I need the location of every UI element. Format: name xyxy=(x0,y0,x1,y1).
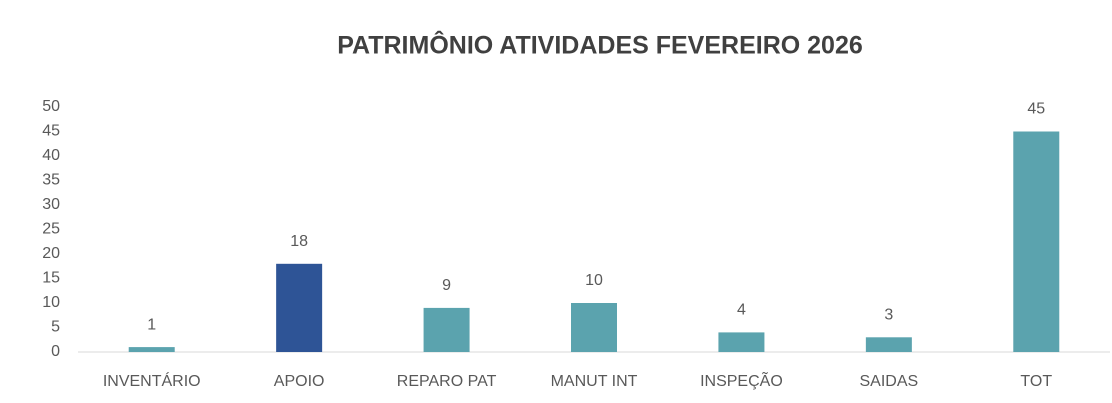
y-tick-label: 15 xyxy=(42,270,60,287)
data-label: 10 xyxy=(585,272,603,289)
data-label: 18 xyxy=(290,233,308,250)
bar xyxy=(865,337,912,352)
bar xyxy=(128,347,175,352)
chart-title: PATRIMÔNIO ATIVIDADES FEVEREIRO 2026 xyxy=(337,30,863,60)
data-label: 3 xyxy=(884,307,893,324)
y-tick-label: 0 xyxy=(51,343,60,360)
y-tick-label: 40 xyxy=(42,147,60,164)
y-tick-label: 20 xyxy=(42,245,60,262)
x-tick-label: SAIDAS xyxy=(860,373,919,390)
y-tick-label: 30 xyxy=(42,196,60,213)
x-tick-label: TOT xyxy=(1020,373,1052,390)
y-tick-label: 5 xyxy=(51,319,60,336)
y-tick-label: 45 xyxy=(42,123,60,140)
bar xyxy=(423,307,470,352)
data-label: 4 xyxy=(737,302,746,319)
x-tick-label: MANUT INT xyxy=(551,373,638,390)
y-tick-label: 10 xyxy=(42,294,60,311)
data-label: 45 xyxy=(1027,101,1045,118)
data-label: 1 xyxy=(147,316,156,333)
y-tick-label: 25 xyxy=(42,221,60,238)
x-tick-label: INSPEÇÃO xyxy=(700,370,783,390)
data-label: 9 xyxy=(442,277,451,294)
y-tick-label: 50 xyxy=(42,98,60,115)
bar xyxy=(276,263,323,352)
bar xyxy=(1013,131,1060,352)
bar xyxy=(571,303,617,352)
x-tick-label: APOIO xyxy=(274,373,325,390)
x-tick-label: REPARO PAT xyxy=(397,373,497,390)
x-tick-label: INVENTÁRIO xyxy=(103,371,201,390)
bar xyxy=(718,332,765,352)
y-tick-label: 35 xyxy=(42,172,60,189)
